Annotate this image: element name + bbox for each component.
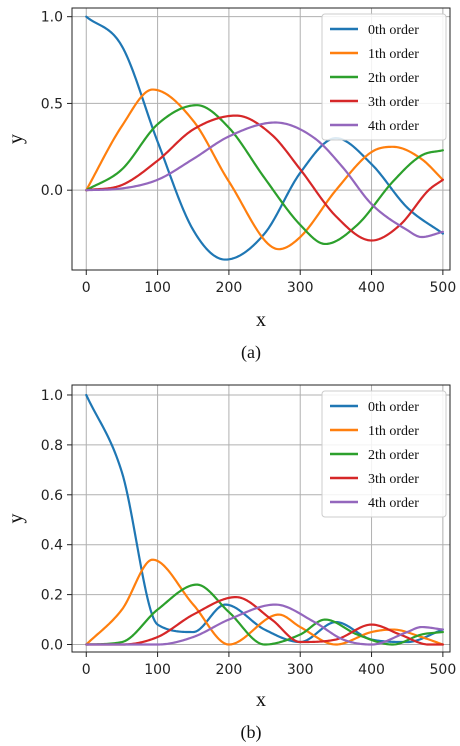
panel-caption: (a) (241, 342, 261, 363)
series-line-0 (85, 15, 444, 261)
x-axis-label: x (256, 309, 266, 331)
legend-box (321, 390, 447, 518)
legend-label-1: 1th order (368, 47, 419, 62)
y-axis-label: y (5, 134, 27, 144)
legend-label-2: 2th order (368, 71, 419, 86)
legend-label-3: 3th order (368, 472, 419, 487)
x-tick-label: 0 (82, 662, 91, 678)
y-tick-label: 1.0 (41, 388, 63, 404)
series-line-3 (85, 114, 444, 242)
panel-caption: (b) (241, 722, 262, 743)
y-tick-label: 0.5 (41, 96, 63, 112)
x-tick-label: 0 (82, 280, 91, 296)
y-tick-label: 0.0 (41, 183, 63, 199)
x-tick-label: 100 (144, 280, 171, 296)
legend: 0th order 1th order 2th order 3th order 4th … (321, 390, 447, 518)
x-tick-label: 300 (287, 662, 314, 678)
x-tick-label: 400 (358, 662, 385, 678)
x-tick-label: 200 (216, 280, 243, 296)
legend-label-0: 0th order (368, 400, 419, 415)
y-tick-label: 0.0 (41, 638, 63, 654)
panel-a: 0 100 200 300 400 500 0.0 0.5 1.0 x y 0th order 1th … (5, 7, 457, 363)
plot-frame (71, 7, 451, 271)
plot-frame (71, 384, 451, 653)
legend-label-1: 1th order (368, 424, 419, 439)
x-tick-label: 100 (144, 662, 171, 678)
legend: 0th order 1th order 2th order 3th order 4th … (321, 13, 447, 141)
series-line-4 (85, 121, 444, 239)
x-tick-label: 400 (358, 280, 385, 296)
y-tick-label: 0.2 (41, 588, 63, 604)
y-axis-label: y (5, 514, 27, 524)
y-tick-label: 0.8 (41, 438, 63, 454)
series-line-4 (85, 603, 444, 646)
series-line-3 (85, 596, 444, 646)
series-line-2 (85, 583, 444, 646)
x-tick-label: 300 (287, 280, 314, 296)
y-tick-label: 0.6 (41, 488, 63, 504)
series-line-1 (85, 558, 444, 646)
legend-label-0: 0th order (368, 23, 419, 38)
x-axis-label: x (256, 689, 266, 711)
legend-label-3: 3th order (368, 95, 419, 110)
y-tick-label: 1.0 (41, 10, 63, 26)
x-tick-label: 200 (216, 662, 243, 678)
legend-box (321, 13, 447, 141)
series-line-2 (85, 104, 444, 246)
x-tick-label: 500 (430, 662, 457, 678)
x-tick-label: 500 (430, 280, 457, 296)
y-tick-label: 0.4 (41, 538, 63, 554)
legend-label-2: 2th order (368, 448, 419, 463)
series-line-1 (85, 88, 444, 251)
legend-label-4: 4th order (368, 119, 419, 134)
legend-label-4: 4th order (368, 496, 419, 511)
panel-b: 0 100 200 300 400 500 0.0 0.2 0.4 0.6 0.8 1.0 x y 0th … (5, 384, 457, 743)
